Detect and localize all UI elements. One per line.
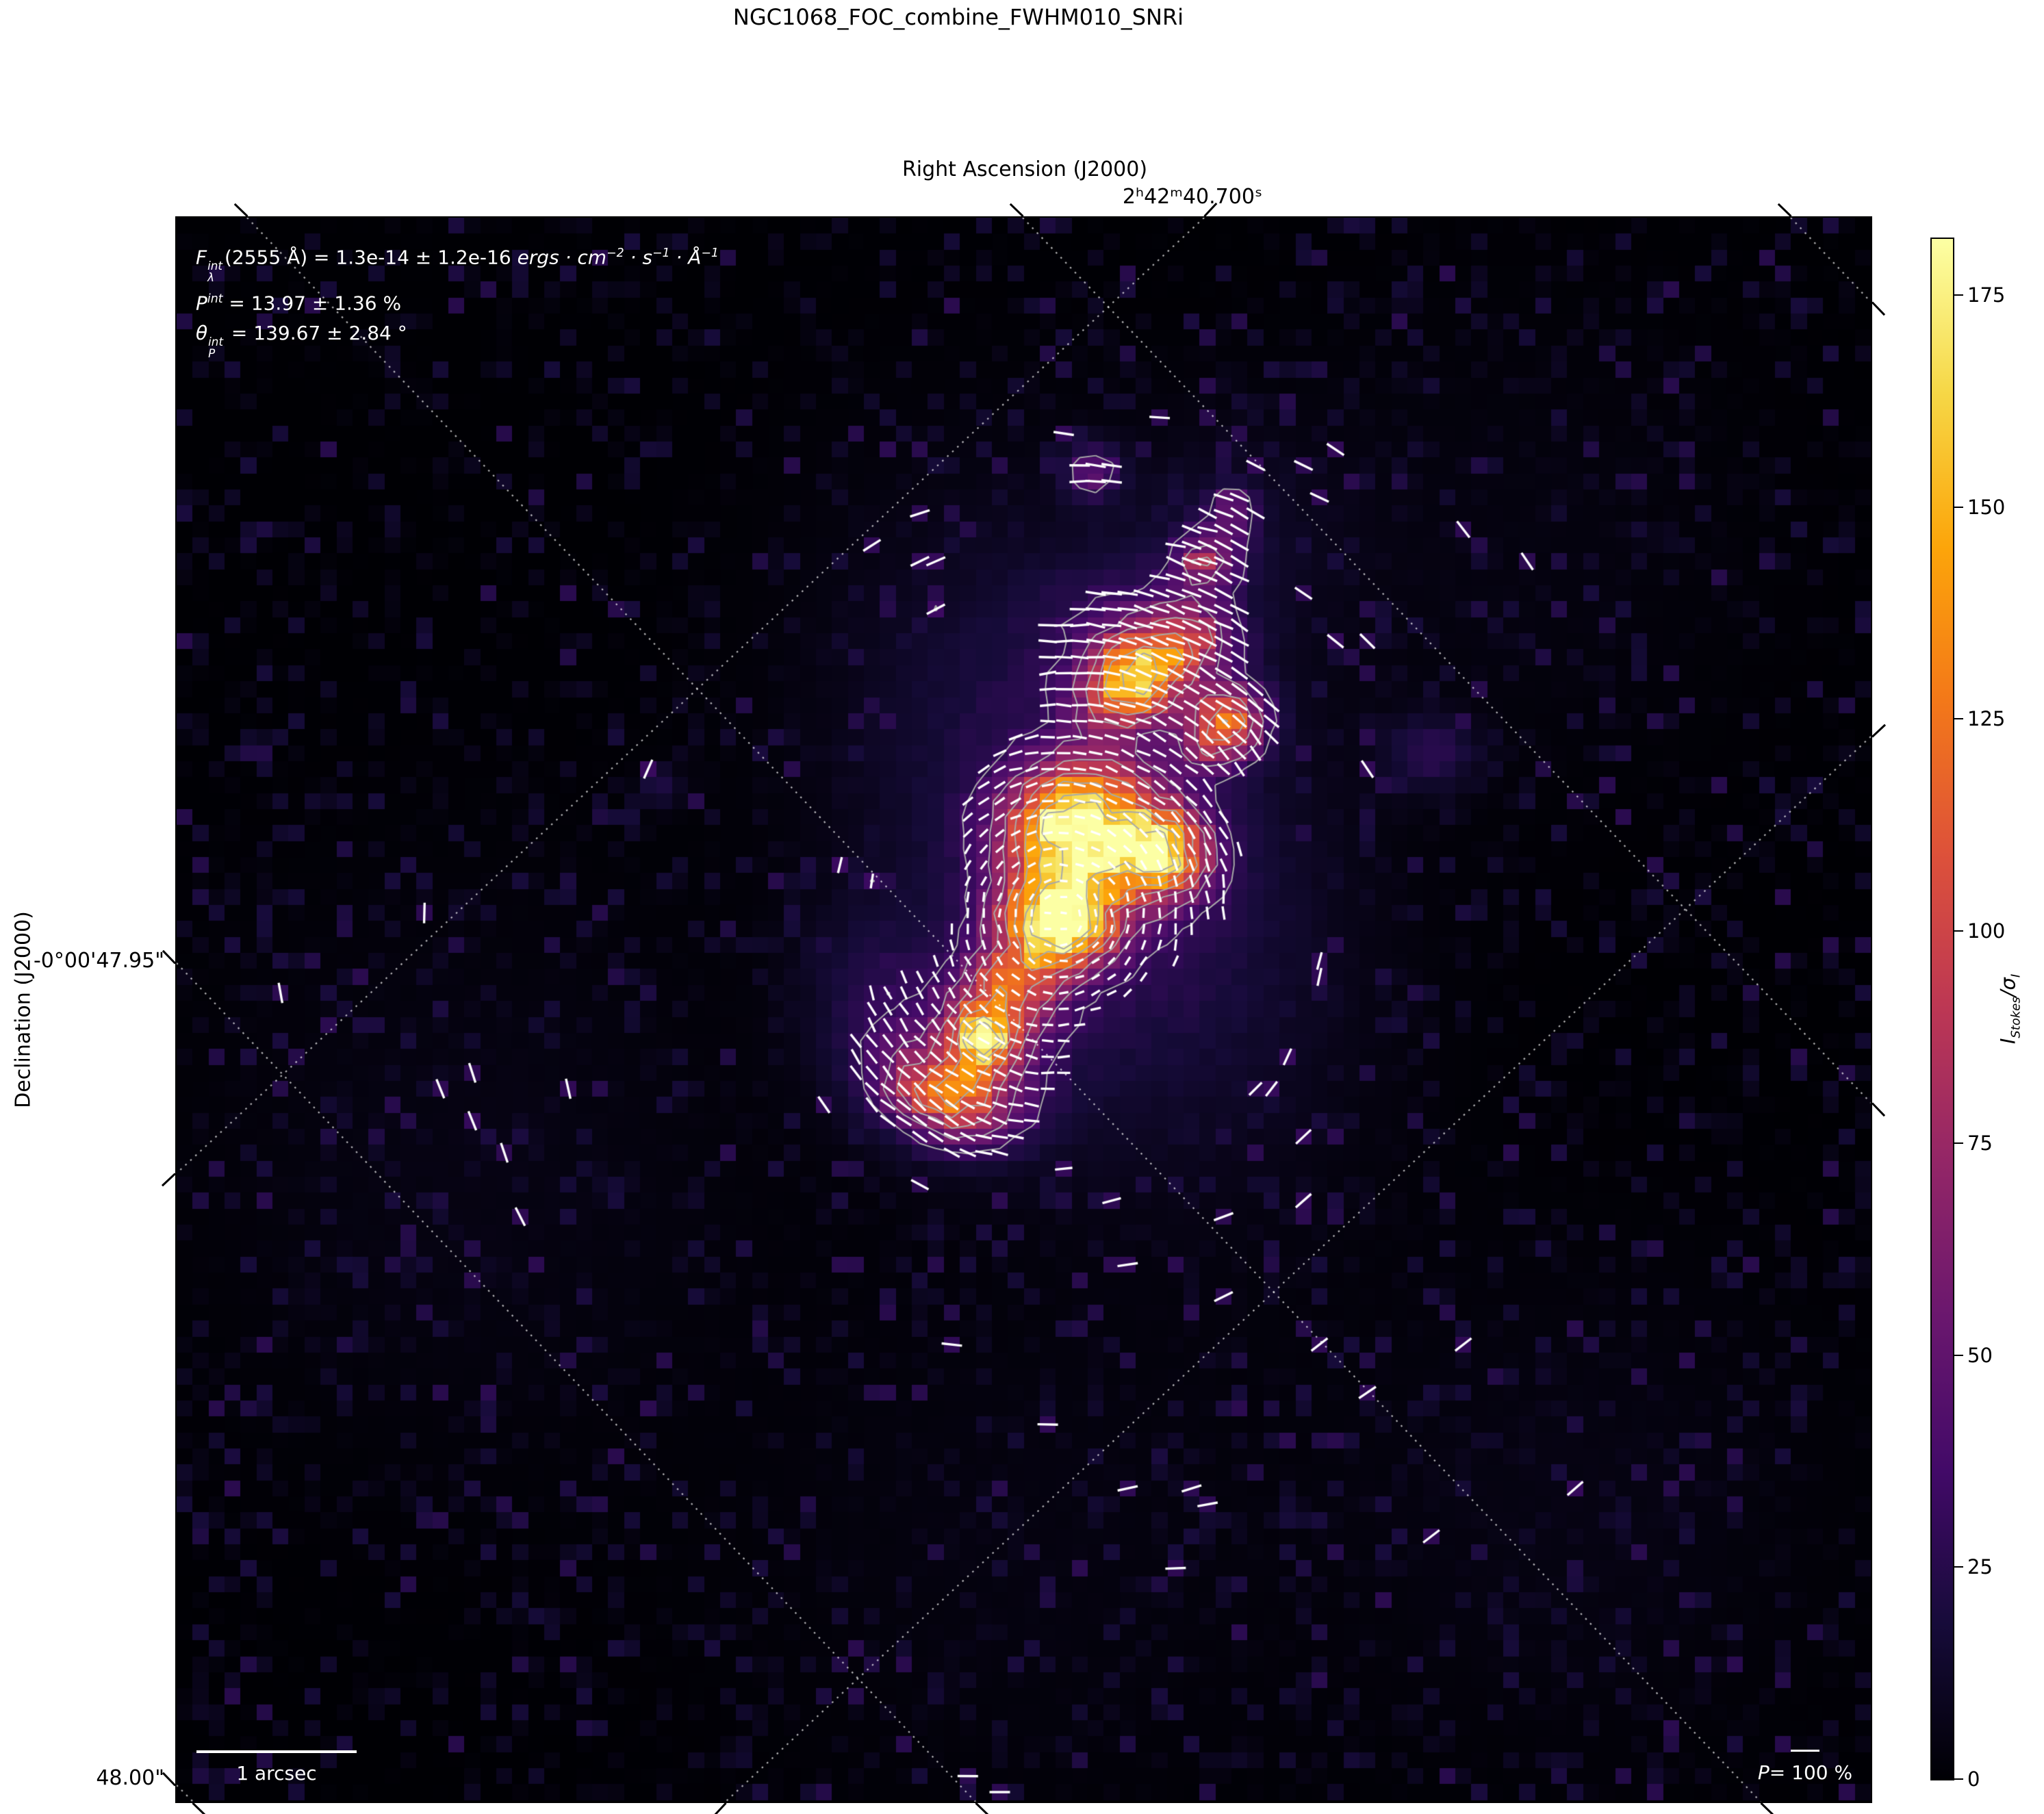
axis-tick (713, 1802, 727, 1814)
colorbar (1930, 238, 1954, 1780)
axis-tick (1777, 203, 1792, 218)
ra-tick-label: 2ʰ42ᵐ40.700ˢ (1122, 185, 1263, 209)
colorbar-tick (1953, 930, 1963, 932)
colorbar-tick (1953, 718, 1963, 720)
axis-tick (1871, 1101, 1886, 1116)
axis-tick (974, 1802, 989, 1814)
axis-tick (1871, 301, 1886, 316)
dec-tick-label-2: 48.00" (96, 1766, 164, 1790)
axis-tick (1871, 724, 1887, 738)
colorbar-tick-label: 125 (1967, 707, 2006, 731)
pol-angle-line: θ int P = 139.67 ± 2.84 ° (196, 322, 407, 361)
colorbar-tick-label: 100 (1967, 919, 2006, 943)
colorbar-tick-label: 0 (1967, 1767, 1980, 1791)
colorbar-tick-label: 25 (1967, 1555, 1993, 1579)
axis-tick (161, 1172, 177, 1186)
axis-tick (1009, 203, 1024, 218)
polarization-reference-label: P= 100 % (1757, 1761, 1853, 1784)
colorbar-tick-label: 50 (1967, 1343, 1993, 1367)
colorbar-tick-label: 175 (1967, 283, 2006, 307)
axis-tick (233, 203, 248, 218)
figure-title: NGC1068_FOC_combine_FWHM010_SNRi (732, 4, 1184, 30)
colorbar-tick (1953, 1354, 1963, 1356)
colorbar-tick-label: 75 (1967, 1131, 1993, 1155)
y-axis-label: Declination (J2000) (11, 911, 36, 1108)
colorbar-tick (1953, 294, 1963, 296)
heatmap-canvas (177, 218, 1871, 1802)
colorbar-tick (1953, 1566, 1963, 1568)
colorbar-tick (1953, 1778, 1963, 1780)
scalebar-label: 1 arcsec (236, 1762, 317, 1785)
colorbar-tick (1953, 506, 1963, 508)
axis-tick (1759, 1802, 1774, 1814)
scalebar (196, 1750, 357, 1753)
pol-degree-line: Pint = 13.97 ± 1.36 % (196, 292, 402, 315)
colorbar-tick-label: 150 (1967, 495, 2006, 519)
colorbar-label: IStokes/σI (1996, 973, 2023, 1045)
colorbar-tick (1953, 1142, 1963, 1144)
x-axis-label: Right Ascension (J2000) (902, 157, 1148, 181)
polarization-reference-bar (1791, 1750, 1819, 1752)
dec-tick-label-1: -0°00'47.95" (33, 949, 164, 973)
axis-tick (191, 1802, 206, 1814)
